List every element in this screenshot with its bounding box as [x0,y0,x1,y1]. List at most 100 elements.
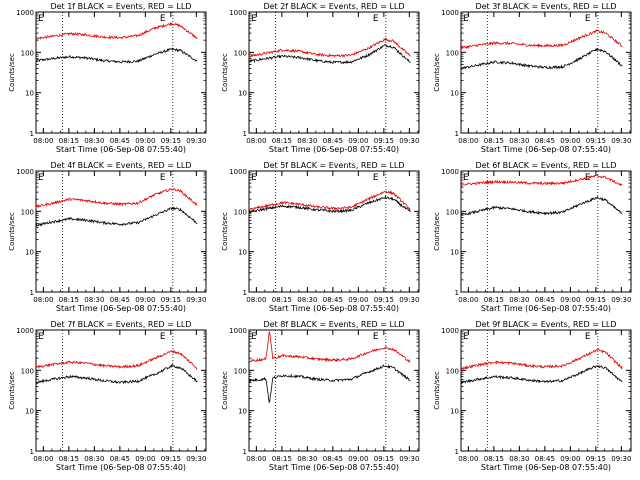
x-tick-label: 08:00 [246,137,266,145]
y-tick-label: 1000 [16,327,34,335]
x-tick-label: 08:30 [84,137,104,145]
x-tick-label: 08:30 [84,455,104,463]
x-tick-label: 08:00 [33,455,53,463]
y-tick-label: 1000 [441,168,459,176]
event-marker: E [373,173,379,183]
x-tick-label: 09:15 [161,296,181,304]
event-marker: E [463,14,469,24]
x-tick-label: 08:30 [84,296,104,304]
events-series-line [248,364,411,404]
x-tick-label: 08:00 [246,455,266,463]
lld-series-line [35,21,198,41]
panel-title: Det 2f BLACK = Events, RED = LLD [263,2,404,11]
y-tick-label: 100 [21,367,34,375]
x-tick-label: 09:15 [374,296,394,304]
detector-panel: Det 1f BLACK = Events, RED = LLD E E 1 10 100… [8,2,207,154]
panel-title: Det 7f BLACK = Events, RED = LLD [50,320,191,329]
x-tick-label: 08:30 [297,296,317,304]
y-tick-label: 1 [243,448,247,456]
plot-frame [35,11,207,134]
panel-title: Det 8f BLACK = Events, RED = LLD [263,320,404,329]
x-tick-label: 09:15 [586,455,606,463]
y-axis-label: Counts/sec [433,212,441,251]
x-tick-label: 08:45 [535,455,555,463]
event-marker: E [38,332,44,342]
event-marker: E [373,332,379,342]
event-marker: E [251,14,257,24]
y-tick-label: 100 [234,208,247,216]
y-tick-label: 10 [238,408,247,416]
event-marker: E [38,14,44,24]
panel-title: Det 6f BLACK = Events, RED = LLD [475,161,616,170]
x-tick-label: 08:15 [272,455,292,463]
x-tick-label: 08:30 [509,296,529,304]
detector-panel: Det 5f BLACK = Events, RED = LLD E E 1 10 100… [221,161,420,313]
plot-frame [35,170,207,293]
x-tick-label: 08:45 [535,296,555,304]
events-series-line [248,43,411,65]
x-tick-label: 09:00 [348,455,368,463]
lld-series-line [460,348,623,371]
x-tick-label: 08:00 [33,296,53,304]
x-tick-label: 09:30 [611,137,631,145]
y-axis-label: Counts/sec [8,212,16,251]
lld-series-line [248,37,411,58]
plot-frame [248,329,420,452]
plot-frame [460,329,632,452]
lld-series-line [35,187,198,209]
x-tick-label: 08:30 [297,137,317,145]
y-tick-label: 10 [450,408,459,416]
x-tick-label: 09:15 [374,455,394,463]
events-series-line [35,363,198,385]
detector-panel: Det 8f BLACK = Events, RED = LLD E E 1 10 100… [221,320,420,472]
x-tick-label: 08:45 [323,137,343,145]
x-tick-label: 08:30 [297,455,317,463]
detector-panel: Det 7f BLACK = Events, RED = LLD E E 1 10 100… [8,320,207,472]
y-tick-label: 100 [234,367,247,375]
y-tick-label: 10 [450,90,459,98]
panel-title: Det 3f BLACK = Events, RED = LLD [475,2,616,11]
x-tick-label: 09:30 [611,455,631,463]
x-tick-label: 08:30 [509,455,529,463]
detector-panel: Det 4f BLACK = Events, RED = LLD E E 1 10 100… [8,161,207,313]
x-axis-label: Start Time (06-Sep-08 07:55:40) [481,304,611,313]
x-axis-label: Start Time (06-Sep-08 07:55:40) [269,463,399,472]
y-axis-label: Counts/sec [433,53,441,92]
y-tick-label: 10 [25,90,34,98]
x-tick-label: 08:00 [458,137,478,145]
x-tick-label: 09:30 [186,137,206,145]
y-tick-label: 1 [455,448,459,456]
event-marker: E [585,332,591,342]
event-marker: E [38,173,44,183]
y-axis-label: Counts/sec [8,53,16,92]
y-tick-label: 1000 [229,9,247,17]
x-tick-label: 08:15 [59,296,79,304]
y-axis-label: Counts/sec [221,371,229,410]
y-tick-label: 1000 [229,168,247,176]
x-tick-label: 09:15 [586,137,606,145]
panel-title: Det 9f BLACK = Events, RED = LLD [475,320,616,329]
x-axis-label: Start Time (06-Sep-08 07:55:40) [56,304,186,313]
x-tick-label: 09:15 [586,296,606,304]
x-tick-label: 09:30 [399,137,419,145]
y-tick-label: 1000 [16,9,34,17]
x-tick-label: 08:00 [458,455,478,463]
event-marker: E [463,173,469,183]
y-tick-label: 100 [21,49,34,57]
y-tick-label: 10 [238,90,247,98]
y-tick-label: 10 [450,249,459,257]
event-marker: E [585,14,591,24]
plot-frame [248,170,420,293]
event-marker: E [251,173,257,183]
y-axis-label: Counts/sec [221,212,229,251]
x-tick-label: 09:15 [161,455,181,463]
x-axis-label: Start Time (06-Sep-08 07:55:40) [269,304,399,313]
x-tick-label: 09:00 [135,137,155,145]
x-tick-label: 09:00 [135,296,155,304]
y-tick-label: 1000 [229,327,247,335]
plot-frame [248,11,420,134]
y-tick-label: 1000 [441,327,459,335]
y-tick-label: 1 [243,130,247,138]
y-tick-label: 1000 [16,168,34,176]
x-tick-label: 08:45 [110,137,130,145]
